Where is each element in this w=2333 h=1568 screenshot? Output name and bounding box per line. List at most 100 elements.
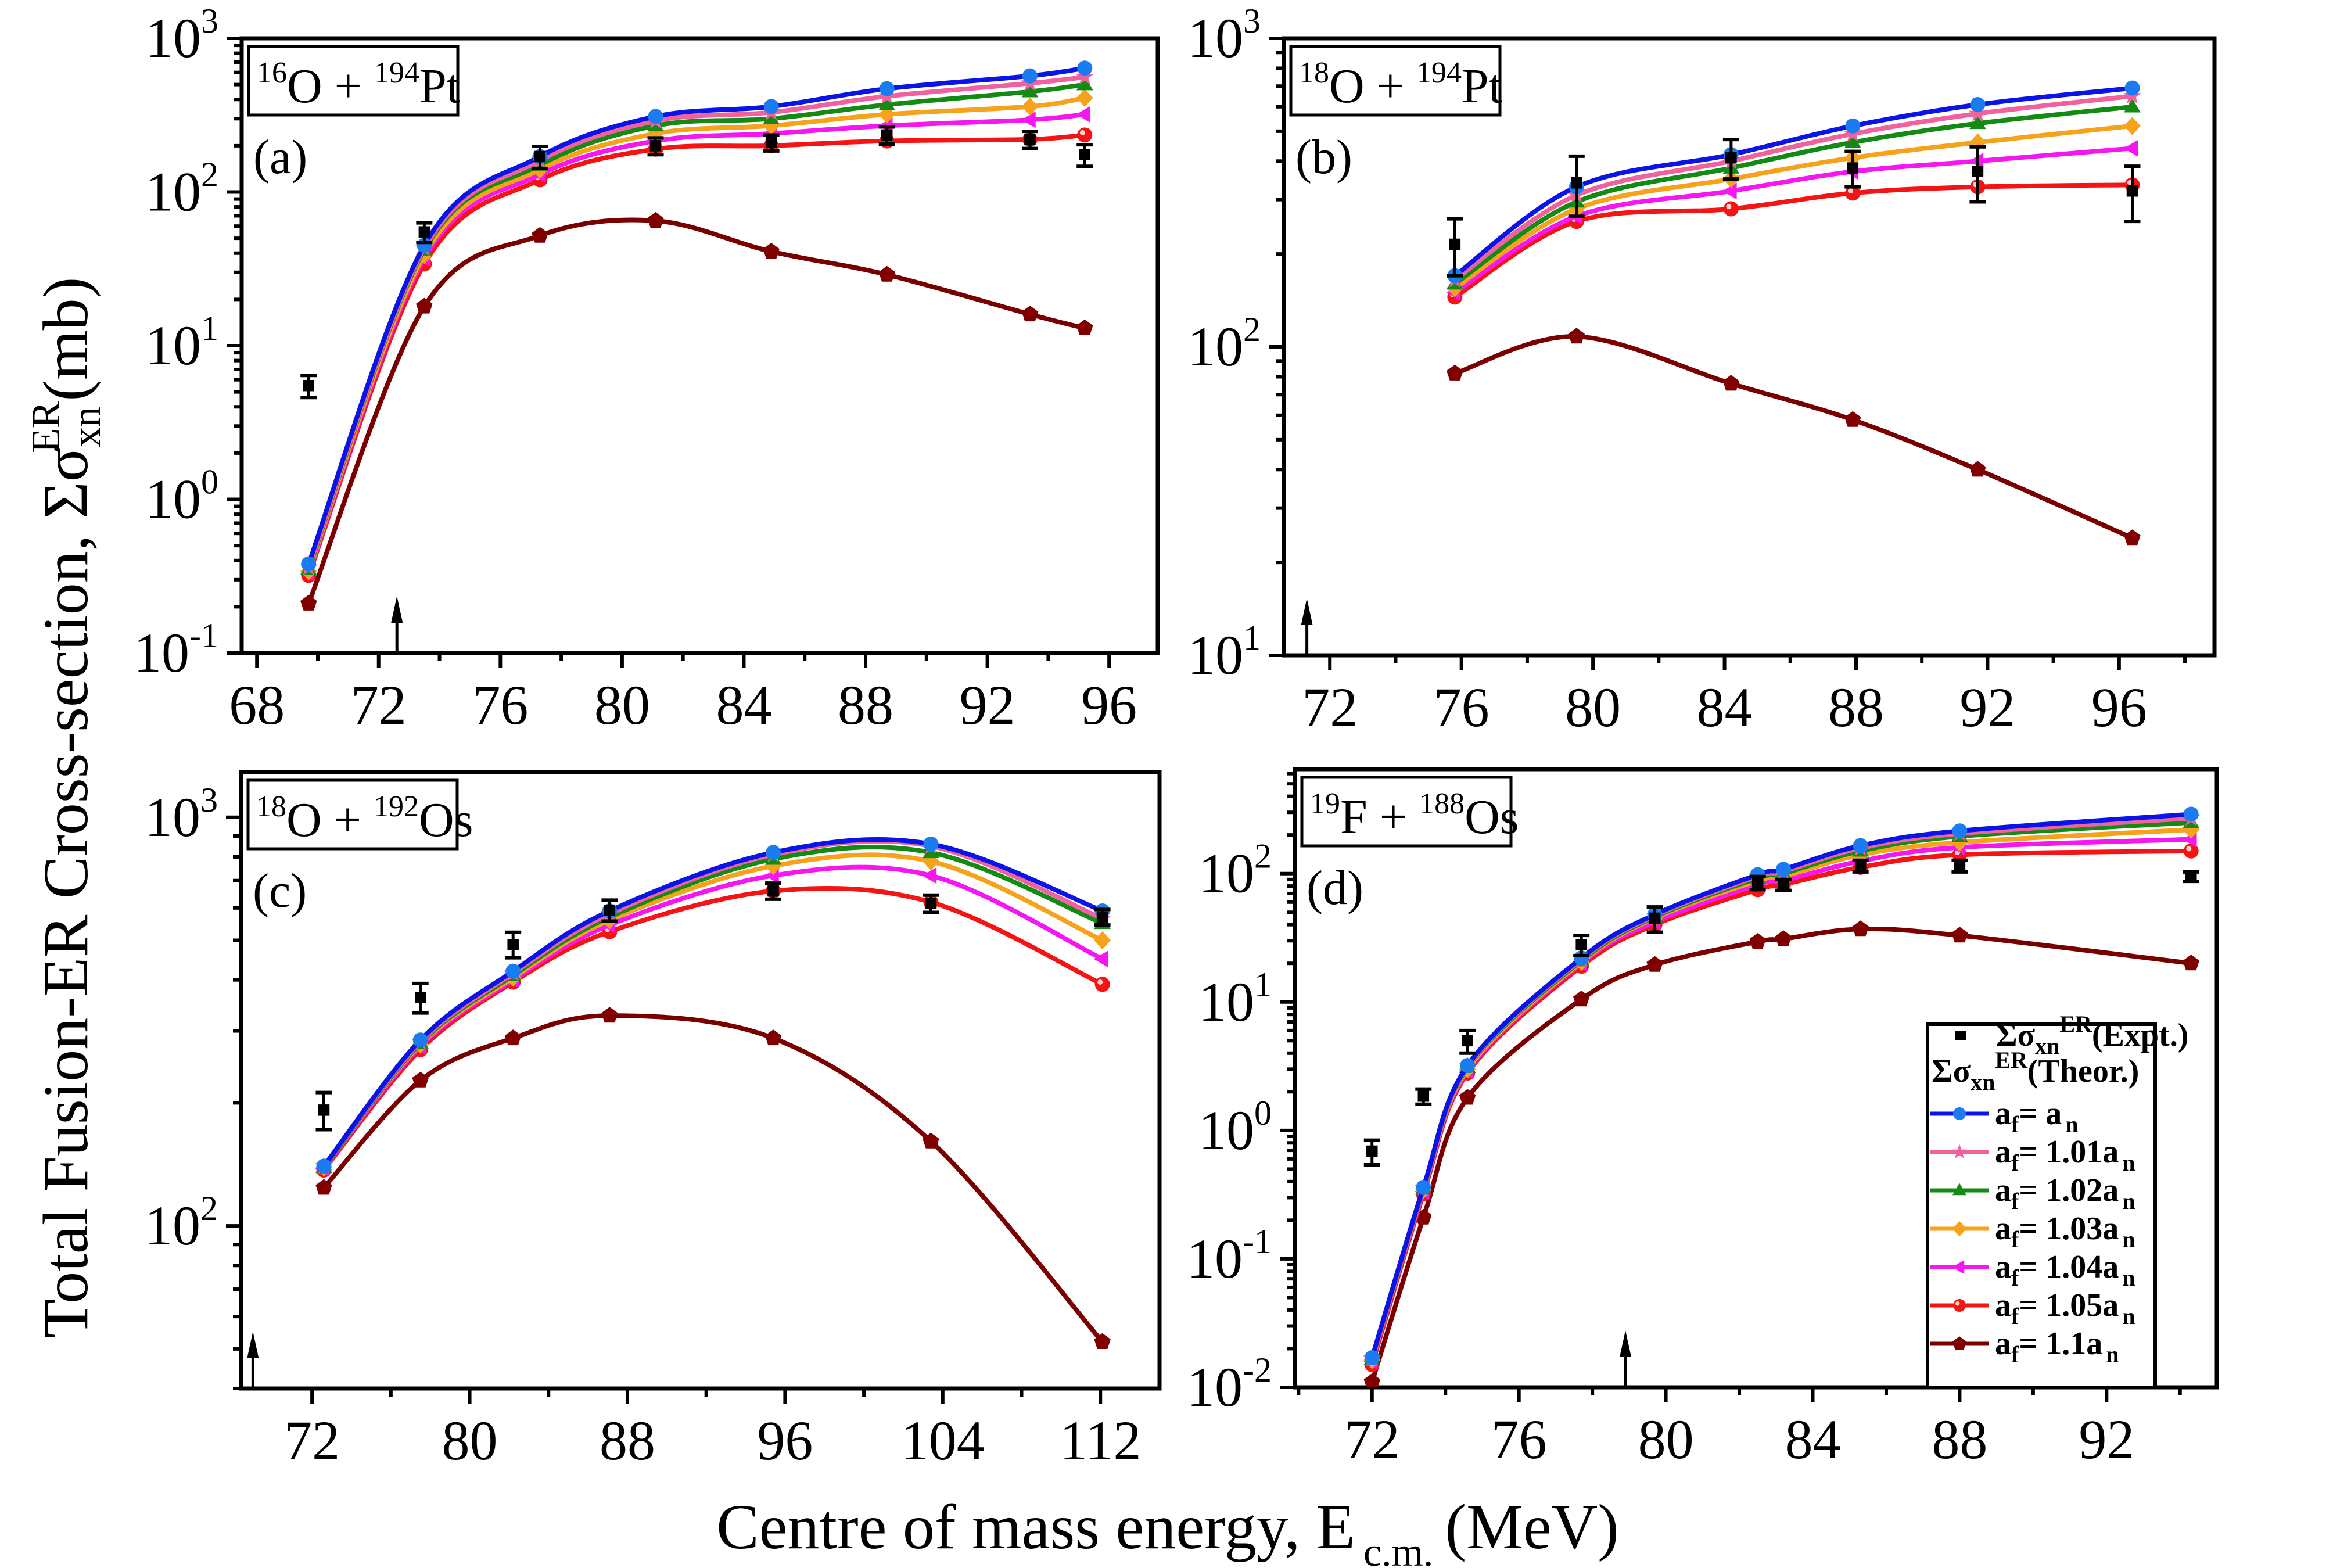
expt-marker — [1366, 1145, 1378, 1157]
y-axis-title-sup: ER — [24, 401, 69, 453]
series-marker — [1853, 838, 1868, 853]
system-label: 16O + 194Pt — [257, 56, 460, 113]
expt-point — [1459, 1028, 1476, 1055]
y-axis-title-sub: xn — [64, 407, 109, 447]
legend-theor-header: ΣσxnER(Theor.) — [1932, 1047, 2139, 1095]
marker-sphere-highlight — [1079, 130, 1085, 136]
series-line — [306, 74, 1085, 569]
legend-expt-label: ΣσxnER(Expt.) — [1996, 1011, 2188, 1059]
x-tick-label: 72 — [351, 674, 407, 736]
series-marker — [763, 99, 779, 114]
series-marker — [1093, 950, 1108, 967]
expt-marker — [534, 150, 546, 163]
series-marker — [1852, 920, 1869, 937]
expt-point — [1749, 874, 1766, 892]
x-tick-label: 84 — [716, 674, 771, 736]
x-tick-label: 104 — [901, 1409, 985, 1472]
x-axis-title-unit: (MeV) — [1445, 1491, 1618, 1562]
legend-label: af= 1.01a n — [1995, 1134, 2135, 1176]
expt-point — [300, 374, 317, 400]
expt-marker — [1096, 911, 1108, 923]
series-marker — [923, 1132, 939, 1149]
expt-point — [1852, 858, 1869, 874]
marker-sphere-body — [1723, 201, 1739, 217]
series-line — [322, 1013, 1104, 1344]
legend-marker — [1952, 1260, 1965, 1275]
expt-marker — [1854, 860, 1867, 872]
series-line — [1453, 123, 2133, 290]
series-marker — [505, 1029, 522, 1046]
expt-marker — [925, 898, 937, 910]
series-marker — [1021, 97, 1039, 116]
y-tick-label: 102 — [145, 156, 218, 223]
x-tick-label: 92 — [960, 674, 1015, 736]
series-marker — [764, 1029, 782, 1046]
plot-frame — [239, 770, 1162, 1391]
marker-sphere-highlight — [1726, 204, 1732, 210]
y-tick-label: 101 — [145, 309, 218, 376]
series-marker — [2183, 806, 2199, 822]
series-marker — [1022, 68, 1038, 84]
marker-sphere-highlight — [1955, 1301, 1960, 1306]
x-tick-label: 88 — [1932, 1408, 1987, 1470]
panel-label: (b) — [1295, 130, 1352, 184]
x-tick-label: 88 — [1828, 676, 1884, 738]
marker-sphere-highlight — [2186, 846, 2192, 852]
series-marker — [315, 1179, 332, 1195]
series-marker — [2183, 955, 2199, 971]
series-marker — [1722, 182, 1737, 200]
expt-point — [763, 133, 780, 153]
series-marker — [1951, 927, 1968, 943]
y-tick-label: 100 — [1198, 1094, 1272, 1161]
series-marker — [1969, 153, 1984, 170]
legend-marker — [1953, 1107, 1966, 1120]
y-axis-title: Total Fusion-ER Cross-section, ΣσxnER(mb… — [24, 277, 109, 1339]
series-marker — [2124, 80, 2140, 96]
y-tick-label: 100 — [145, 463, 218, 530]
legend-entry: af= 1.1a n — [1930, 1326, 2119, 1368]
series-line — [1369, 812, 2191, 1359]
series-line — [1454, 334, 2134, 540]
x-tick-label: 76 — [472, 674, 528, 736]
x-tick-label: 96 — [757, 1409, 813, 1472]
series-marker — [1845, 118, 1861, 134]
series-marker — [922, 867, 937, 884]
series-marker — [878, 96, 896, 110]
legend-marker — [1951, 1144, 1968, 1159]
series-marker — [1460, 1058, 1476, 1074]
x-tick-label: 80 — [442, 1409, 498, 1472]
series-marker — [1076, 88, 1093, 107]
expt-point — [1722, 138, 1739, 181]
panel-label: (a) — [253, 130, 307, 184]
series-marker — [1075, 67, 1094, 85]
series-marker — [412, 1071, 429, 1088]
series-line — [306, 95, 1085, 572]
series-marker — [1844, 411, 1861, 427]
expt-marker — [1972, 166, 1984, 178]
expt-marker — [2185, 870, 2197, 882]
y-tick-label: 10-1 — [1187, 1222, 1272, 1290]
expt-point — [1447, 217, 1463, 278]
barrier-arrow-head-icon — [1301, 598, 1313, 625]
panel-d: 72 76 80 84 88 92 10-2 10-1 100 101 102 19F + 188Os… — [1187, 767, 2219, 1470]
system-label-box — [246, 778, 459, 851]
expt-point — [2183, 870, 2199, 884]
expt-marker — [1417, 1090, 1430, 1102]
series-marker — [1021, 82, 1039, 98]
legend-marker — [1953, 1299, 1966, 1312]
x-tick-label: 80 — [1565, 676, 1621, 738]
series-marker — [1447, 364, 1463, 381]
x-tick-label: 84 — [1785, 1408, 1841, 1470]
expt-marker — [1024, 134, 1036, 145]
expt-marker — [1954, 860, 1966, 872]
barrier-arrow-head-icon — [391, 596, 403, 623]
plot-frame — [1293, 767, 2219, 1390]
expt-marker — [604, 905, 616, 916]
legend-entry: af= 1.02a n — [1930, 1172, 2135, 1214]
series-marker — [301, 556, 317, 572]
x-tick-label: 72 — [1344, 1408, 1400, 1470]
expt-marker — [649, 140, 662, 152]
series-line — [1369, 926, 2192, 1383]
